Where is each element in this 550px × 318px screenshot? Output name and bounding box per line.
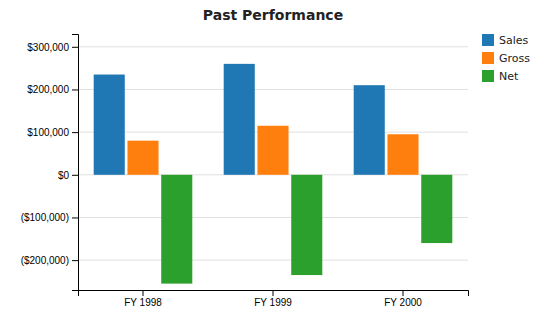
bar <box>127 141 158 175</box>
bar <box>94 75 125 175</box>
bar <box>161 175 192 284</box>
series <box>127 126 418 175</box>
y-tick: $0 <box>58 170 78 181</box>
x-tick: FY 1998 <box>124 290 162 308</box>
bar <box>354 85 385 175</box>
series <box>161 175 452 284</box>
legend-swatch <box>482 52 494 64</box>
bar <box>421 175 452 243</box>
bars <box>94 64 453 284</box>
x-axis-line <box>79 291 469 297</box>
legend-swatch <box>482 70 494 82</box>
legend-item: Gross <box>482 52 530 65</box>
grid <box>78 47 468 260</box>
legend: Sales Gross Net <box>482 34 530 83</box>
title: Past Performance <box>203 7 343 23</box>
y-tick: $200,000 <box>27 84 78 95</box>
legend-item: Net <box>482 70 519 83</box>
y-tick: ($100,000) <box>21 212 78 223</box>
series <box>94 64 385 175</box>
y-tick: ($200,000) <box>21 255 78 266</box>
x-tick-label: FY 1999 <box>254 297 292 308</box>
x-tick-mark <box>403 290 404 296</box>
y-tick: $100,000 <box>27 127 78 138</box>
legend-swatch <box>482 34 494 46</box>
y-tick-label: ($100,000) <box>21 212 69 223</box>
bar <box>224 64 255 175</box>
legend-label: Net <box>499 70 519 83</box>
y-tick-mark <box>72 217 78 218</box>
bar <box>291 175 322 275</box>
legend-item: Sales <box>482 34 529 47</box>
y-tick-mark <box>72 47 78 48</box>
y-tick-mark <box>72 175 78 176</box>
y-tick-label: $300,000 <box>27 42 69 53</box>
x-tick-label: FY 2000 <box>384 297 422 308</box>
plot: ($200,000) ($100,000) $0 $100,000 $200,000 $3… <box>21 35 469 309</box>
x-tick-label: FY 1998 <box>124 297 162 308</box>
chart: ($200,000) ($100,000) $0 $100,000 $200,000 $3… <box>0 0 550 318</box>
y-axis-line <box>72 35 79 291</box>
bar <box>387 134 418 175</box>
x-tick-mark <box>143 290 144 296</box>
bar <box>257 126 288 175</box>
grid-line <box>78 260 468 261</box>
y-tick: $300,000 <box>27 42 78 53</box>
x-tick-mark <box>273 290 274 296</box>
y-tick-label: $100,000 <box>27 127 69 138</box>
grid-line <box>78 217 468 218</box>
y-axis: ($200,000) ($100,000) $0 $100,000 $200,000 $3… <box>21 35 79 291</box>
y-tick-label: ($200,000) <box>21 255 69 266</box>
legend-label: Sales <box>499 34 529 47</box>
x-axis: FY 1998 FY 1999 FY 2000 <box>79 290 469 308</box>
grid-line <box>78 46 468 47</box>
legend-label: Gross <box>499 52 530 65</box>
y-tick-mark <box>72 132 78 133</box>
y-tick-label: $0 <box>58 170 70 181</box>
y-tick-label: $200,000 <box>27 84 69 95</box>
x-tick: FY 2000 <box>384 290 422 308</box>
y-tick-mark <box>72 260 78 261</box>
y-tick-mark <box>72 89 78 90</box>
grid-line <box>78 89 468 90</box>
x-tick: FY 1999 <box>254 290 292 308</box>
